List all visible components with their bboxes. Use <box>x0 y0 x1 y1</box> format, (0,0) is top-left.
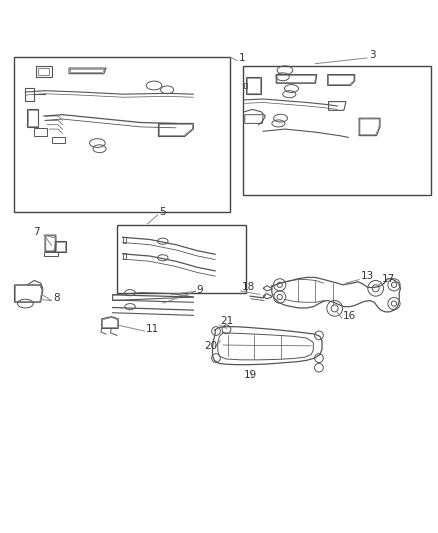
Text: 9: 9 <box>196 285 203 295</box>
Text: 13: 13 <box>360 271 373 281</box>
Text: 7: 7 <box>33 227 39 237</box>
Text: 20: 20 <box>204 341 217 351</box>
Text: 3: 3 <box>368 50 374 60</box>
Bar <box>243 66 430 195</box>
Text: 5: 5 <box>159 207 166 216</box>
Text: 17: 17 <box>381 274 395 284</box>
Bar <box>14 57 230 212</box>
Bar <box>117 225 245 293</box>
Text: 21: 21 <box>220 316 233 326</box>
Text: 8: 8 <box>53 293 60 303</box>
Text: 18: 18 <box>241 281 254 292</box>
Text: 1: 1 <box>239 53 245 62</box>
Text: 19: 19 <box>244 370 257 380</box>
Text: 16: 16 <box>342 311 355 321</box>
Text: 11: 11 <box>146 325 159 334</box>
